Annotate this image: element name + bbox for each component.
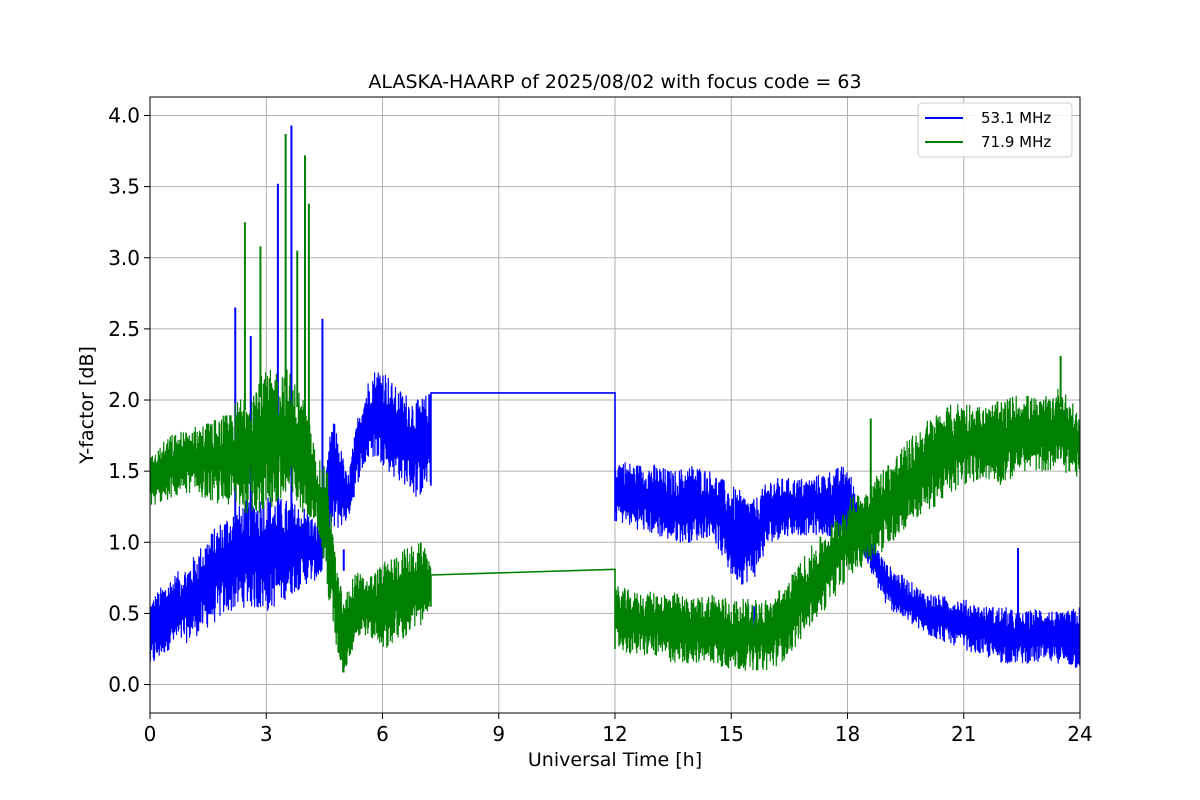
- x-tick-label: 0: [144, 722, 157, 746]
- chart-title: ALASKA-HAARP of 2025/08/02 with focus co…: [368, 71, 861, 93]
- y-tick-label: 0.0: [108, 673, 140, 697]
- series-0-trace-1: [614, 462, 1080, 668]
- legend-box: [917, 102, 1073, 158]
- y-tick-label: 4.0: [108, 103, 140, 127]
- x-tick-label: 6: [376, 722, 389, 746]
- y-axis-label: Y-factor [dB]: [76, 346, 98, 465]
- y-tick-label: 3.5: [108, 175, 140, 199]
- x-tick-label: 18: [835, 722, 860, 746]
- x-axis: 0 3 6 9 12 15 18 21 24: [144, 713, 1093, 746]
- x-tick-label: 15: [719, 722, 744, 746]
- series-1-trace-0: [150, 369, 432, 673]
- y-axis: 0.0 0.5 1.0 1.5 2.0 2.5 3.0 3.5 4.0: [108, 103, 150, 697]
- x-axis-label: Universal Time [h]: [528, 749, 702, 771]
- y-tick-label: 2.5: [108, 317, 140, 341]
- x-tick-label: 9: [492, 722, 505, 746]
- y-tick-label: 2.0: [108, 388, 140, 412]
- x-tick-label: 21: [951, 722, 976, 746]
- series-0-flat-segment: [430, 392, 616, 521]
- legend-label-1: 71.9 MHz: [981, 133, 1051, 151]
- y-tick-label: 0.5: [108, 601, 140, 625]
- series-1: [150, 133, 1080, 673]
- series-1-trace-1: [614, 388, 1080, 671]
- y-tick-label: 1.5: [108, 459, 140, 483]
- x-tick-label: 24: [1067, 722, 1092, 746]
- series-0-trace-0: [150, 372, 432, 662]
- series-1-flat-segment: [430, 568, 616, 649]
- y-tick-label: 3.0: [108, 246, 140, 270]
- legend: 53.1 MHz 71.9 MHz: [917, 102, 1073, 158]
- y-tick-label: 1.0: [108, 530, 140, 554]
- series-layer: [150, 125, 1080, 673]
- x-tick-label: 12: [602, 722, 627, 746]
- legend-label-0: 53.1 MHz: [981, 109, 1051, 127]
- x-tick-label: 3: [260, 722, 273, 746]
